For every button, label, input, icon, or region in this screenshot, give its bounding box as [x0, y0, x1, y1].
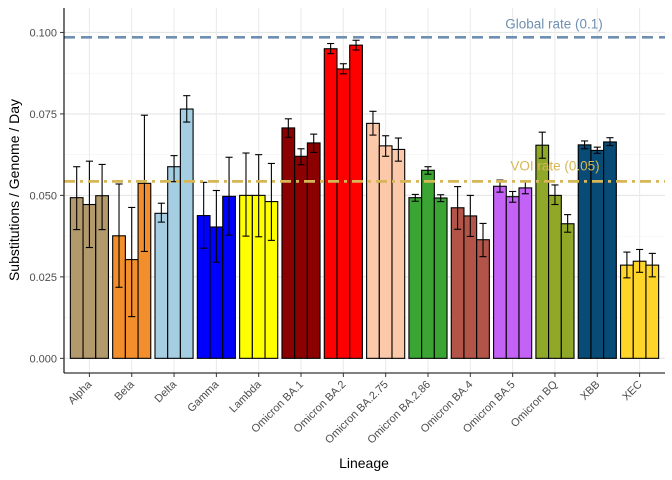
error-bar	[128, 206, 136, 318]
bar	[421, 169, 435, 359]
bar	[450, 207, 465, 359]
y-axis-ticks: 0.000 0.025 0.050 0.075 0.100	[29, 27, 64, 365]
bar	[476, 239, 490, 359]
error-bar	[327, 42, 335, 55]
bar	[336, 68, 351, 359]
error-bar	[636, 248, 644, 273]
bar	[645, 264, 660, 359]
bar	[306, 142, 321, 359]
reference-line-label: VOI rate (0.05)	[510, 158, 599, 173]
error-bar	[538, 131, 546, 159]
x-tick-label: Alpha	[66, 378, 95, 407]
error-bar	[581, 140, 589, 150]
error-bar	[454, 186, 462, 230]
error-bar	[623, 251, 631, 279]
x-tick-label: Gamma	[185, 378, 222, 415]
bar	[560, 223, 575, 359]
error-bar	[394, 137, 402, 162]
bar	[535, 144, 550, 359]
error-bar	[212, 189, 220, 263]
bar	[408, 197, 423, 359]
error-bar	[339, 63, 347, 75]
bar	[294, 155, 308, 359]
x-tick-label: XBB	[578, 379, 602, 403]
bar	[323, 48, 338, 359]
error-bar	[648, 252, 656, 278]
reference-lines: Global rate (0.1) VOI rate (0.05)	[64, 16, 665, 183]
bar	[632, 260, 647, 359]
axes	[63, 8, 665, 374]
error-bar	[225, 156, 233, 236]
error-bar	[564, 214, 572, 233]
error-bar	[310, 133, 318, 153]
error-bars	[73, 39, 656, 318]
error-bar	[140, 114, 148, 252]
error-bar	[255, 154, 263, 238]
bar	[366, 122, 380, 359]
bar	[433, 197, 448, 359]
error-bar	[157, 202, 165, 223]
bar	[518, 187, 533, 359]
x-tick-label: Delta	[153, 378, 180, 405]
bar	[505, 196, 520, 359]
error-bar	[242, 152, 250, 237]
x-tick-label: Lambda	[227, 378, 264, 415]
bar	[179, 108, 194, 359]
error-bar	[369, 110, 377, 136]
error-bar	[115, 183, 123, 288]
bar	[603, 141, 617, 359]
y-tick-label: 0.100	[29, 27, 57, 39]
y-tick-label: 0.025	[29, 272, 57, 284]
error-bar	[73, 166, 81, 231]
y-tick-label: 0.000	[29, 353, 57, 365]
error-bar	[466, 194, 474, 238]
bar	[281, 127, 296, 359]
reference-line-label: Global rate (0.1)	[505, 16, 603, 31]
x-tick-label: XEC	[620, 379, 645, 404]
x-tick-label: Beta	[112, 378, 137, 403]
error-bar	[593, 146, 601, 154]
error-bar	[85, 160, 93, 249]
bar	[167, 166, 181, 359]
error-bar	[98, 163, 106, 231]
error-bar	[352, 39, 360, 51]
bar	[577, 144, 592, 359]
y-tick-label: 0.050	[29, 190, 57, 202]
bar	[463, 215, 478, 359]
error-bar	[297, 148, 305, 166]
error-bar	[411, 193, 419, 202]
bar	[154, 212, 169, 359]
error-bar	[267, 162, 275, 241]
error-bar	[382, 135, 390, 157]
bar	[378, 145, 393, 359]
bar	[493, 185, 507, 359]
error-bar	[437, 194, 445, 203]
grid	[64, 8, 665, 373]
bar	[349, 44, 363, 359]
bars	[69, 44, 660, 359]
error-bar	[424, 166, 432, 175]
error-bar	[183, 95, 191, 123]
y-axis-title: Substitutions / Genome / Day	[6, 99, 22, 281]
y-tick-label: 0.075	[29, 109, 57, 121]
bar	[620, 264, 634, 359]
error-bar	[551, 184, 559, 206]
x-axis-title: Lineage	[339, 455, 389, 471]
error-bar	[606, 137, 614, 147]
error-bar	[479, 222, 487, 258]
error-bar	[509, 190, 517, 203]
error-bar	[284, 118, 292, 138]
bar	[548, 194, 562, 359]
